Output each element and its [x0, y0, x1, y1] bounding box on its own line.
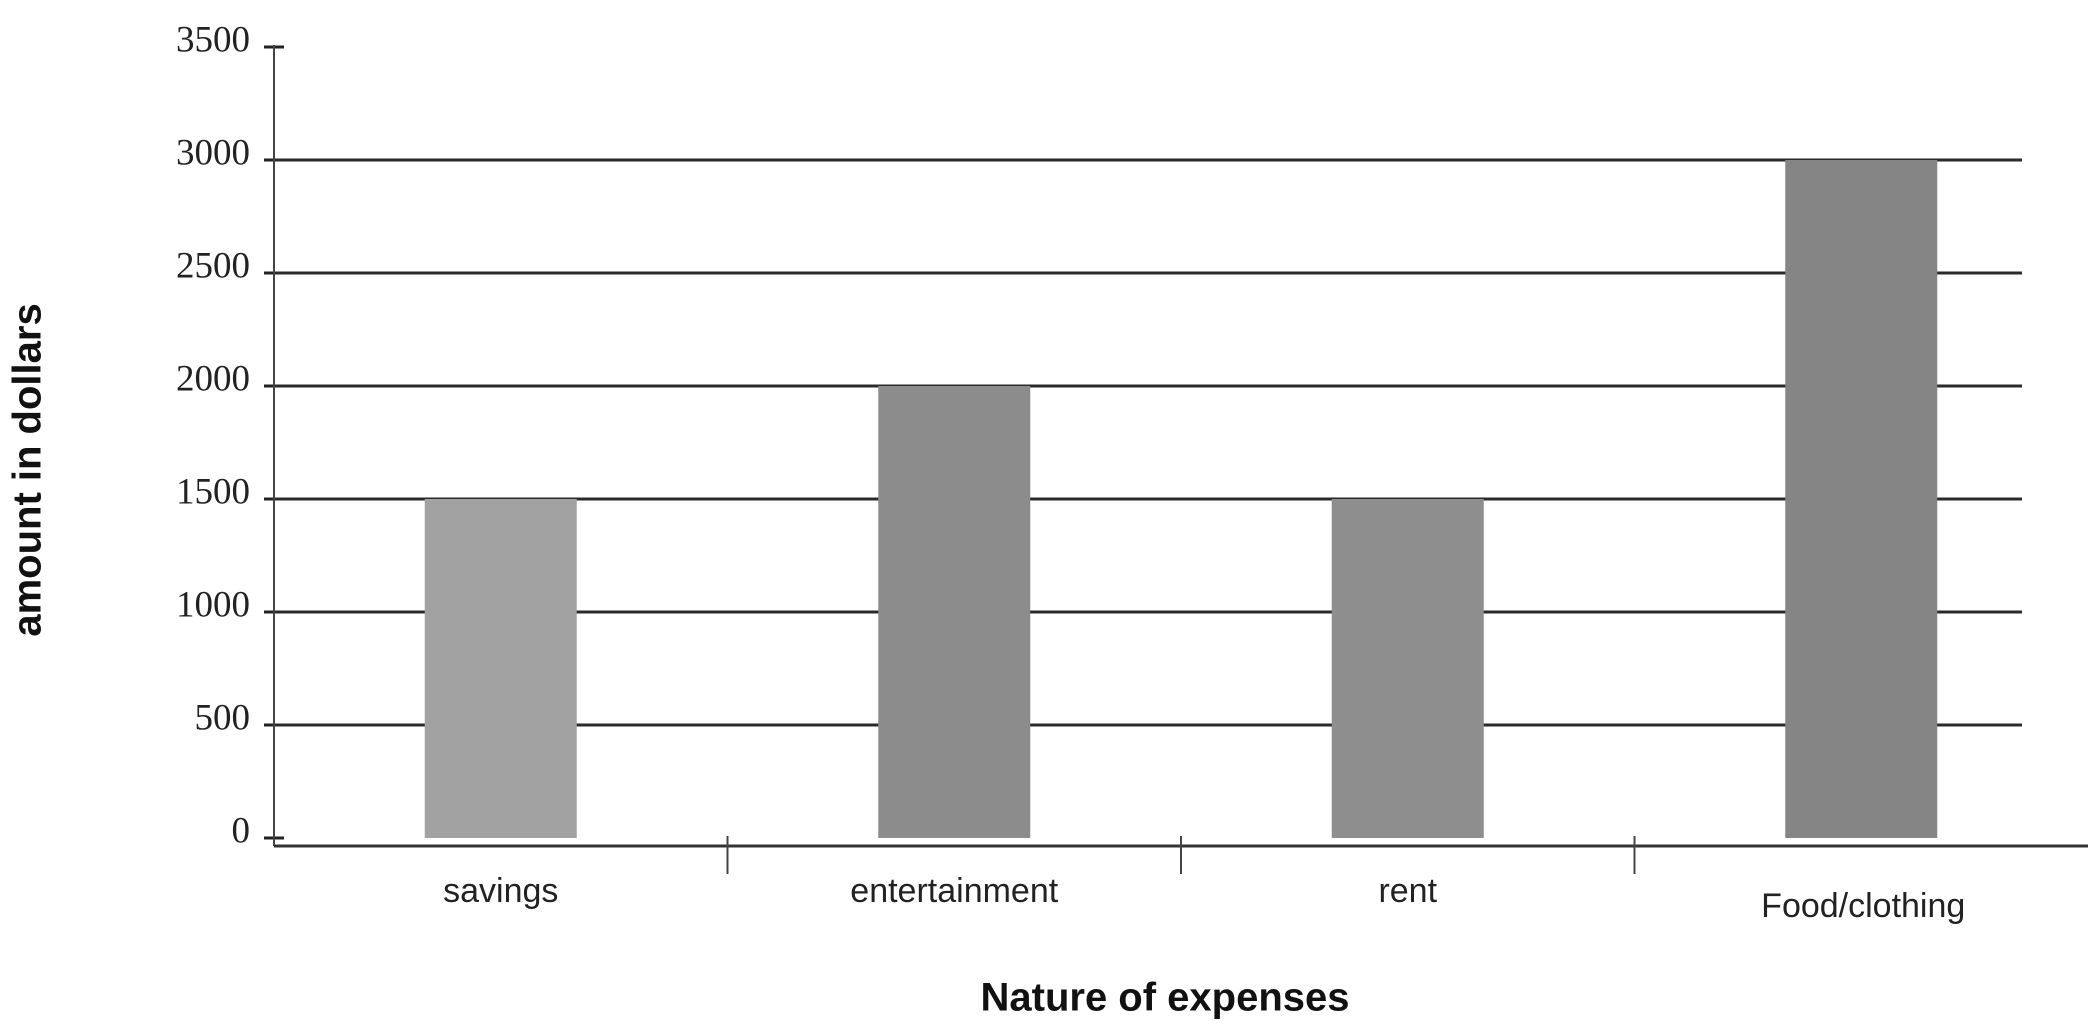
y-tick-label: 1000: [176, 584, 250, 625]
y-tick-label: 500: [195, 697, 251, 738]
y-tick-label: 1500: [176, 471, 250, 512]
bar: [424, 499, 577, 838]
x-axis-title: Nature of expenses: [980, 976, 1349, 1020]
y-tick-label: 3500: [176, 19, 250, 60]
x-tick-label: rent: [1378, 872, 1437, 910]
x-tick-label: savings: [443, 872, 558, 910]
y-tick-label: 0: [232, 810, 251, 851]
bar: [878, 386, 1031, 838]
y-axis-title: amount in dollars: [6, 303, 50, 636]
y-tick-label: 2000: [176, 358, 250, 399]
bar: [1785, 160, 1938, 838]
x-tick-label: Food/clothing: [1761, 887, 1965, 925]
y-tick-label: 2500: [176, 245, 250, 286]
x-tick-label: entertainment: [850, 872, 1058, 910]
bar: [1331, 499, 1484, 838]
y-tick-label: 3000: [176, 132, 250, 173]
